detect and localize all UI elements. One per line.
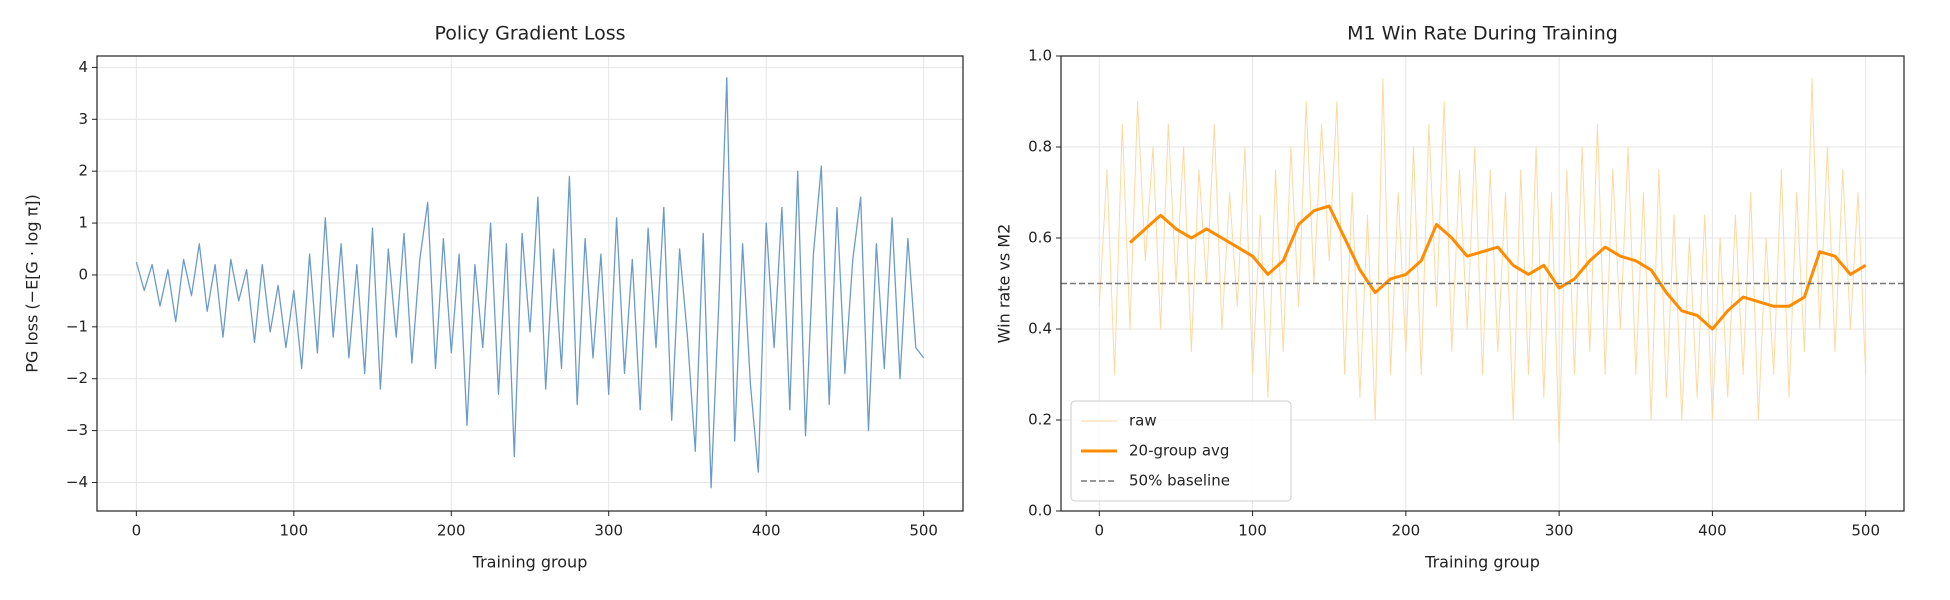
y-tick-label: 2 xyxy=(78,162,88,180)
data-line xyxy=(1128,204,1867,331)
x-axis-label: Training group xyxy=(1424,553,1540,572)
y-tick-label: −4 xyxy=(66,473,88,491)
legend-label: 20-group avg xyxy=(1129,442,1229,460)
x-tick-label: 100 xyxy=(279,522,308,540)
y-tick-label: 0 xyxy=(78,265,88,283)
y-tick-label: −3 xyxy=(66,421,88,439)
x-tick-label: 200 xyxy=(437,522,466,540)
x-tick-label: 0 xyxy=(132,522,142,540)
y-tick-label: 0.6 xyxy=(1028,229,1052,247)
axes-frame xyxy=(1060,55,1905,512)
y-tick-label: 4 xyxy=(78,58,88,76)
y-tick-label: −2 xyxy=(66,369,88,387)
x-tick-label: 0 xyxy=(1095,522,1105,540)
data-line xyxy=(135,77,925,489)
data-line xyxy=(1098,78,1867,444)
y-tick-label: 0.8 xyxy=(1028,138,1052,156)
x-tick-label: 200 xyxy=(1392,522,1421,540)
y-tick-label: 0.2 xyxy=(1028,411,1052,429)
chart-title: Policy Gradient Loss xyxy=(434,23,625,45)
y-axis-label: PG loss (−E[G · log π]) xyxy=(23,194,42,372)
x-tick-label: 100 xyxy=(1238,522,1267,540)
y-tick-label: 3 xyxy=(78,110,88,128)
axes-frame xyxy=(96,55,964,512)
y-tick-label: 0.4 xyxy=(1028,320,1052,338)
y-tick-label: −1 xyxy=(66,317,88,335)
y-tick-label: 1 xyxy=(78,214,88,232)
x-tick-label: 500 xyxy=(1851,522,1880,540)
x-tick-label: 300 xyxy=(594,522,623,540)
x-axis-label: Training group xyxy=(472,553,588,572)
x-tick-label: 500 xyxy=(909,522,938,540)
x-tick-label: 400 xyxy=(752,522,781,540)
y-axis-label: Win rate vs M2 xyxy=(995,224,1014,344)
subplot: Policy Gradient Loss Training group PG los… xyxy=(23,23,964,572)
x-tick-label: 400 xyxy=(1698,522,1727,540)
legend-label: 50% baseline xyxy=(1129,472,1230,490)
legend-box xyxy=(1070,400,1292,502)
x-tick-label: 300 xyxy=(1545,522,1574,540)
legend-label: raw xyxy=(1129,412,1157,430)
chart-title: M1 Win Rate During Training xyxy=(1347,23,1618,45)
subplot: M1 Win Rate During Training Training grou… xyxy=(995,23,1905,572)
y-tick-label: 0.0 xyxy=(1028,502,1052,520)
y-tick-label: 1.0 xyxy=(1028,47,1052,65)
